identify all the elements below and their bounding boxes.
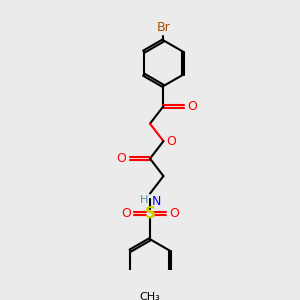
Text: O: O bbox=[167, 135, 176, 148]
Text: O: O bbox=[117, 152, 127, 165]
Text: CH₃: CH₃ bbox=[140, 292, 160, 300]
Text: O: O bbox=[169, 207, 179, 220]
Text: Br: Br bbox=[157, 21, 170, 34]
Text: H: H bbox=[140, 195, 149, 205]
Text: O: O bbox=[121, 207, 131, 220]
Text: N: N bbox=[151, 195, 161, 208]
Text: O: O bbox=[187, 100, 197, 113]
Text: S: S bbox=[145, 206, 155, 221]
